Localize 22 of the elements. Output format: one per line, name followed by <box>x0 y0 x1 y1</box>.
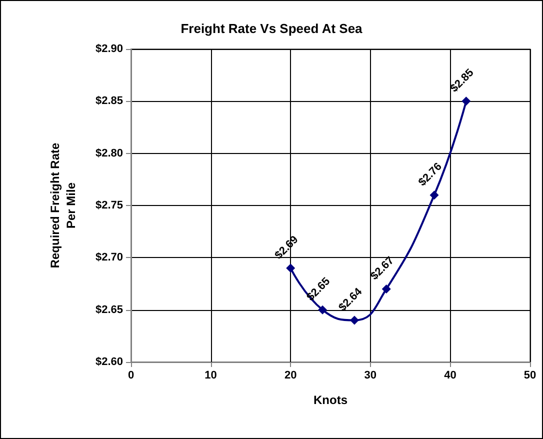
chart-title: Freight Rate Vs Speed At Sea <box>180 21 364 36</box>
point <box>382 284 391 294</box>
y-tick-label: $2.65 <box>95 304 123 316</box>
y-tick-label: $2.85 <box>95 95 123 108</box>
x-tick-label: 50 <box>524 370 536 382</box>
x-axis-title: Knots <box>314 393 348 407</box>
point <box>430 190 439 200</box>
x-tick-label: 10 <box>204 370 217 382</box>
point <box>318 305 328 314</box>
y-tick-label: $2.70 <box>95 252 123 264</box>
x-tick-label: 20 <box>284 370 297 382</box>
y-tick-label: $2.75 <box>95 200 123 212</box>
y-tick-label: $2.80 <box>95 147 123 160</box>
point <box>286 264 296 273</box>
y-axis-title: Required Freight Rate Per Mile <box>48 142 78 268</box>
x-tick-label: 40 <box>444 370 456 382</box>
point <box>350 316 359 325</box>
point <box>462 96 471 106</box>
x-tick-label: 0 <box>128 370 134 382</box>
x-tick-label: 30 <box>364 370 377 382</box>
y-tick-label: $2.60 <box>95 356 123 368</box>
y-tick-label: $2.90 <box>95 43 123 55</box>
